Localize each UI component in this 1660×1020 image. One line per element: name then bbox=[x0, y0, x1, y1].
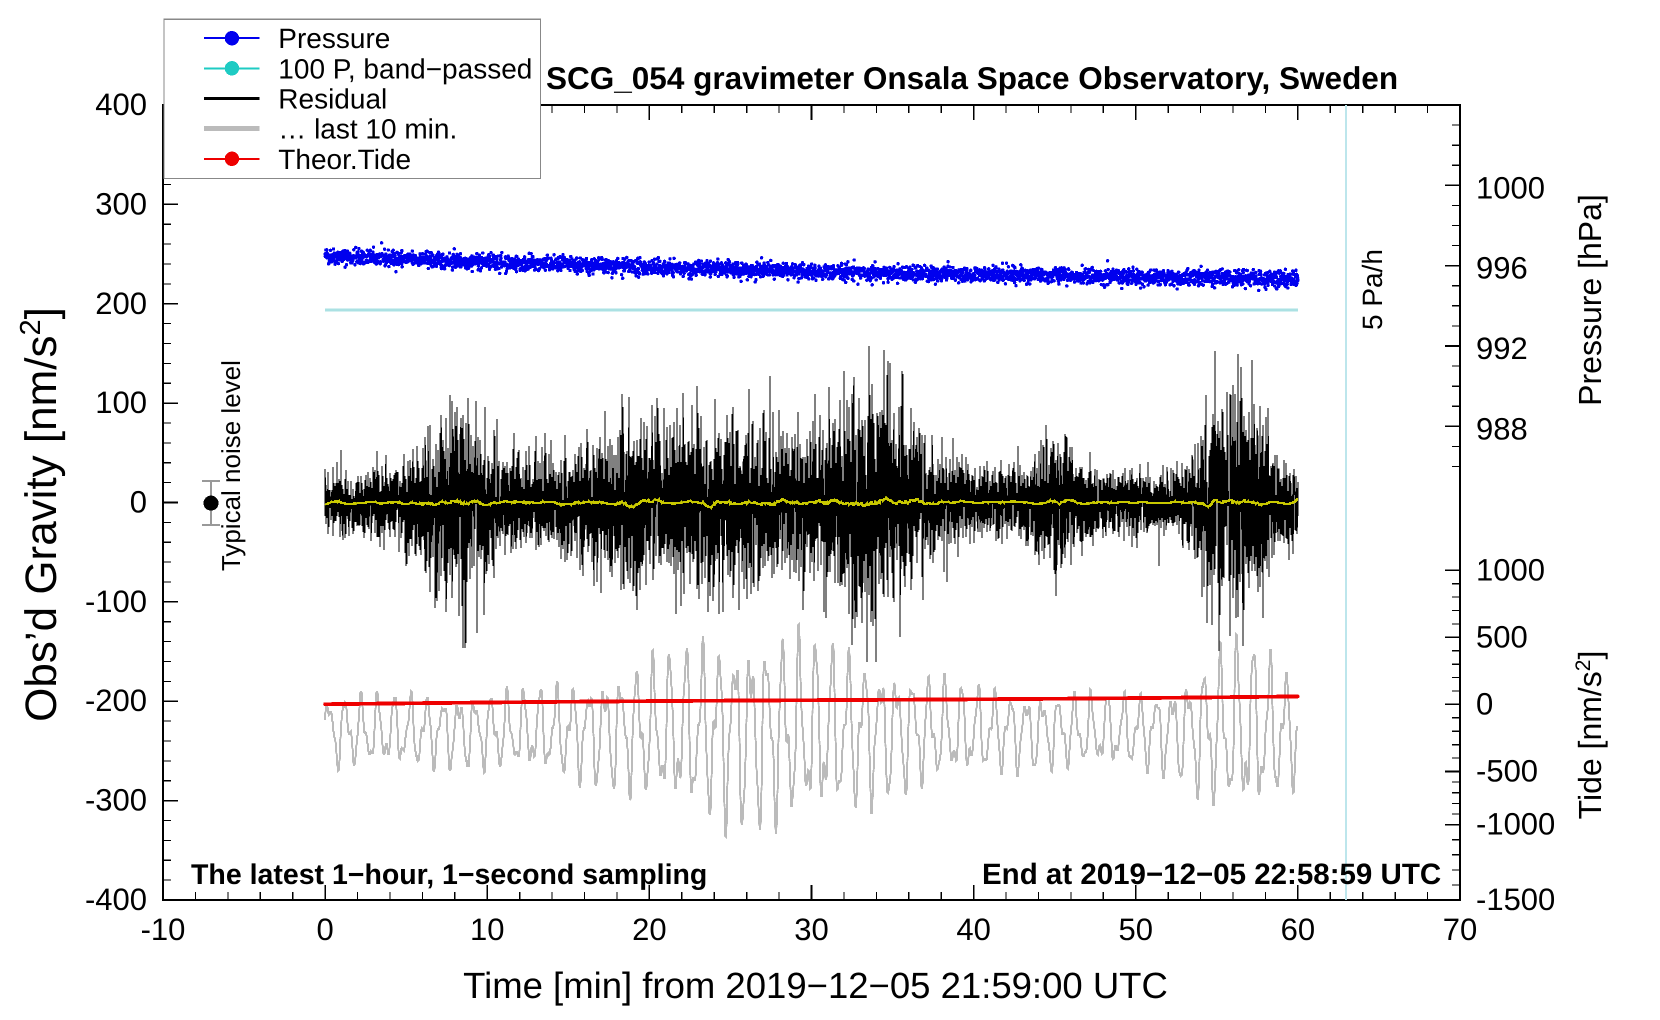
svg-text:-100: -100 bbox=[85, 584, 147, 619]
svg-text:Residual: Residual bbox=[278, 84, 387, 115]
svg-text:Theor.Tide: Theor.Tide bbox=[278, 144, 411, 175]
svg-text:996: 996 bbox=[1476, 251, 1528, 286]
svg-text:100: 100 bbox=[95, 385, 147, 420]
svg-text:-1000: -1000 bbox=[1476, 807, 1555, 842]
svg-text:70: 70 bbox=[1443, 912, 1477, 947]
svg-text:-400: -400 bbox=[85, 882, 147, 917]
svg-text:200: 200 bbox=[95, 286, 147, 321]
svg-text:1000: 1000 bbox=[1476, 552, 1545, 587]
svg-text:Typical noise level: Typical noise level bbox=[216, 360, 246, 571]
svg-text:0: 0 bbox=[1476, 686, 1493, 721]
svg-text:Tide [nm/s2]: Tide [nm/s2] bbox=[1572, 651, 1609, 820]
svg-text:Pressure [hPa]: Pressure [hPa] bbox=[1572, 194, 1608, 406]
svg-text:300: 300 bbox=[95, 186, 147, 221]
svg-text:Pressure: Pressure bbox=[278, 23, 390, 54]
svg-text:The latest 1−hour, 1−second sa: The latest 1−hour, 1−second sampling bbox=[191, 859, 707, 891]
svg-text:60: 60 bbox=[1281, 912, 1315, 947]
svg-text:40: 40 bbox=[956, 912, 990, 947]
svg-text:SCG_054 gravimeter Onsala Spac: SCG_054 gravimeter Onsala Space Observat… bbox=[546, 60, 1398, 96]
svg-text:… last 10 min.: … last 10 min. bbox=[278, 114, 457, 145]
svg-text:100 P, band−passed: 100 P, band−passed bbox=[278, 53, 532, 84]
svg-text:-10: -10 bbox=[141, 912, 186, 947]
svg-text:-300: -300 bbox=[85, 783, 147, 818]
svg-text:0: 0 bbox=[130, 485, 147, 520]
svg-text:Time [min] from 2019−12−05 21:: Time [min] from 2019−12−05 21:59:00 UTC bbox=[463, 965, 1168, 1006]
svg-text:992: 992 bbox=[1476, 331, 1528, 366]
svg-text:-500: -500 bbox=[1476, 754, 1538, 789]
svg-text:400: 400 bbox=[95, 87, 147, 122]
svg-text:988: 988 bbox=[1476, 411, 1528, 446]
svg-text:-200: -200 bbox=[85, 683, 147, 718]
svg-text:0: 0 bbox=[316, 912, 333, 947]
svg-text:30: 30 bbox=[794, 912, 828, 947]
svg-text:1000: 1000 bbox=[1476, 170, 1545, 205]
svg-text:500: 500 bbox=[1476, 619, 1528, 654]
svg-text:5 Pa/h: 5 Pa/h bbox=[1357, 249, 1388, 330]
svg-text:10: 10 bbox=[470, 912, 504, 947]
svg-text:20: 20 bbox=[632, 912, 666, 947]
svg-text:50: 50 bbox=[1119, 912, 1153, 947]
svg-text:End at 2019−12−05 22:58:59 UTC: End at 2019−12−05 22:58:59 UTC bbox=[982, 858, 1441, 891]
svg-text:-1500: -1500 bbox=[1476, 882, 1555, 917]
svg-text:Obs’d Gravity [nm/s2]: Obs’d Gravity [nm/s2] bbox=[15, 307, 66, 722]
